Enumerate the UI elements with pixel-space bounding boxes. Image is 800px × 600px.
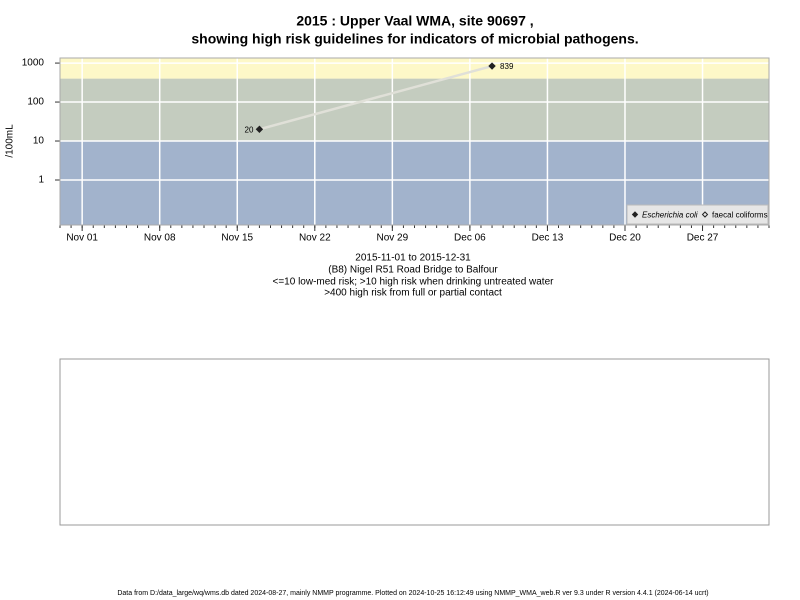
- risk-band: [60, 78, 769, 142]
- note: >400 high risk from full or partial cont…: [324, 288, 502, 299]
- x-tick-label: Nov 29: [377, 233, 409, 244]
- x-tick-label: Dec 06: [454, 233, 486, 244]
- y-axis-label: /100mL: [5, 124, 16, 158]
- y-tick-label: 100: [27, 97, 44, 108]
- x-tick-label: Nov 15: [221, 233, 253, 244]
- chart-subtitle: showing high risk guidelines for indicat…: [191, 31, 638, 47]
- x-tick-label: Nov 08: [144, 233, 176, 244]
- data-label: 20: [245, 125, 254, 134]
- note: 2015-11-01 to 2015-12-31: [355, 253, 471, 264]
- empty-panel: [59, 358, 770, 526]
- legend-marker: [701, 211, 709, 218]
- y-tick-label: 1000: [22, 58, 45, 69]
- legend-marker: [631, 211, 639, 218]
- x-tick-label: Dec 13: [532, 233, 564, 244]
- plot-frame: [59, 57, 770, 226]
- data-point: [255, 125, 264, 133]
- series-line: [259, 64, 493, 131]
- risk-band: [60, 58, 769, 79]
- legend-box: [626, 204, 769, 225]
- y-tick-label: 10: [33, 136, 45, 147]
- y-tick-label: 1: [38, 175, 44, 186]
- data-label: 839: [500, 62, 514, 71]
- x-tick-label: Dec 27: [687, 233, 719, 244]
- legend-label: faecal coliforms: [712, 211, 768, 220]
- data-point: [488, 62, 496, 70]
- legend-label: Escherichia coli: [642, 211, 698, 220]
- chart-title: 2015 : Upper Vaal WMA, site 90697 ,: [296, 13, 533, 29]
- note: <=10 low-med risk; >10 high risk when dr…: [273, 277, 555, 288]
- note: (B8) Nigel R51 Road Bridge to Balfour: [328, 265, 498, 276]
- footer: Data from D:/data_large/wq/wms.db dated …: [117, 590, 708, 597]
- x-tick-label: Nov 01: [66, 233, 98, 244]
- x-tick-label: Nov 22: [299, 233, 331, 244]
- x-tick-label: Dec 20: [609, 233, 641, 244]
